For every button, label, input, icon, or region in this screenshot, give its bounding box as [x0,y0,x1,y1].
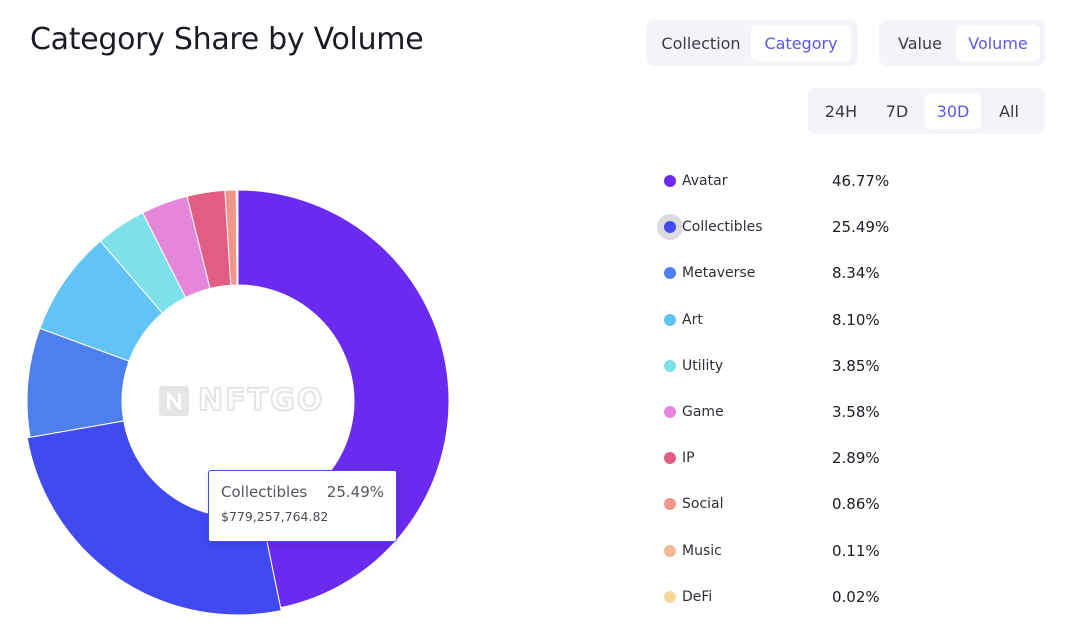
legend-percent: 3.85% [832,356,880,375]
legend-dot-icon [664,359,676,372]
legend-dot-icon [664,452,676,465]
legend-label: IP [682,450,695,467]
legend-marker [657,168,683,194]
legend-percent: 8.34% [832,264,880,283]
legend-marker [657,353,683,379]
legend-marker [657,399,683,425]
legend-label: Utility [682,357,724,374]
metric-toggle: Value Volume [879,20,1045,66]
view-collection-button[interactable]: Collection [661,33,741,53]
chart-legend: Avatar 46.77% Collectibles 25.49% Metaverse 8… [657,158,1060,620]
legend-dot-icon [664,175,676,188]
legend-percent: 46.77% [832,172,890,191]
legend-item-music[interactable]: Music 0.11% [660,528,1060,574]
nftgo-logo-icon [159,385,189,416]
legend-dot-icon [664,313,676,326]
range-all-button[interactable]: All [999,101,1019,121]
legend-marker [657,260,683,286]
legend-percent: 0.11% [832,541,880,560]
legend-label: Game [682,404,724,421]
metric-volume-button[interactable]: Volume [956,25,1040,61]
chart-tooltip: Collectibles 25.49% $779,257,764.82 [208,470,397,542]
legend-label: Metaverse [682,265,756,282]
legend-item-collectibles[interactable]: Collectibles 25.49% [657,204,1060,250]
metric-value-button[interactable]: Value [898,33,942,53]
view-category-button[interactable]: Category [751,25,851,61]
legend-label: Social [682,496,724,513]
legend-percent: 25.49% [832,218,890,237]
legend-label: DeFi [682,588,713,605]
range-7d-button[interactable]: 7D [885,101,909,121]
legend-dot-icon [664,590,676,603]
tooltip-category: Collectibles [221,483,308,501]
legend-percent: 0.02% [832,587,880,606]
range-24h-button[interactable]: 24H [824,101,858,121]
legend-marker [657,445,683,471]
slice-collectibles[interactable] [26,420,282,616]
legend-marker [657,538,683,564]
legend-percent: 0.86% [832,495,880,514]
legend-label: Music [682,542,722,559]
legend-item-ip[interactable]: IP 2.89% [660,435,1060,481]
legend-dot-icon [664,406,676,419]
legend-item-avatar[interactable]: Avatar 46.77% [660,158,1060,204]
legend-marker [657,584,683,610]
legend-label: Art [682,311,703,328]
legend-marker [657,491,683,517]
legend-item-social[interactable]: Social 0.86% [660,481,1060,527]
legend-item-metaverse[interactable]: Metaverse 8.34% [660,250,1060,296]
legend-label: Collectibles [682,219,763,236]
tooltip-value: $779,257,764.82 [221,509,329,524]
tooltip-percent: 25.49% [326,483,384,501]
legend-label: Avatar [682,173,728,190]
legend-percent: 2.89% [832,449,880,468]
range-30d-button[interactable]: 30D [925,93,981,129]
legend-item-defi[interactable]: DeFi 0.02% [660,574,1060,620]
chart-title: Category Share by Volume [30,22,424,57]
legend-percent: 8.10% [832,310,880,329]
time-range-toggle: 24H 7D 30D All [808,88,1045,134]
legend-item-game[interactable]: Game 3.58% [660,389,1060,435]
legend-dot-icon [664,498,676,511]
legend-item-art[interactable]: Art 8.10% [660,297,1060,343]
nftgo-watermark: NFTGO [158,382,325,419]
view-toggle: Collection Category [646,20,858,66]
legend-marker [657,214,683,241]
legend-dot-icon [664,267,676,280]
legend-item-utility[interactable]: Utility 3.85% [660,343,1060,389]
watermark-text: NFTGO [197,382,325,419]
legend-dot-icon [664,544,676,557]
legend-percent: 3.58% [832,403,880,422]
legend-dot-icon [664,221,676,234]
legend-marker [657,307,683,333]
